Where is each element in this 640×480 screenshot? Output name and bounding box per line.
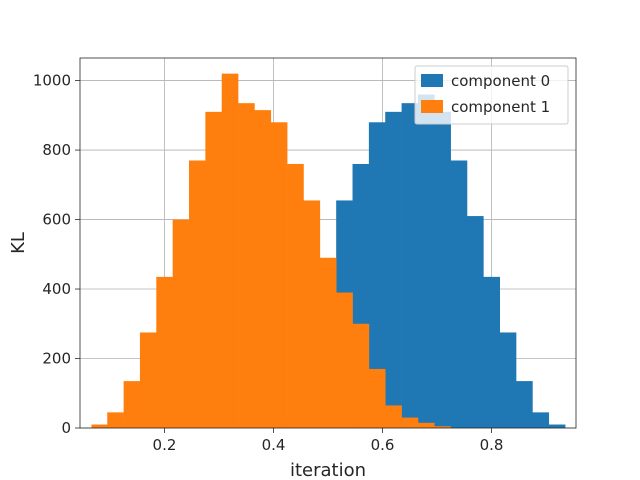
legend-box [414, 65, 569, 125]
bar-component-1 [319, 257, 337, 428]
bar-component-1 [254, 110, 272, 429]
bar-component-0 [401, 103, 419, 429]
x-tick-label: 0.2 [153, 436, 177, 454]
x-tick-label: 0.6 [371, 436, 395, 454]
legend-swatch-component-1 [421, 100, 443, 113]
bar-component-1 [91, 424, 108, 428]
legend-label-component-1: component 1 [451, 98, 550, 116]
bar-component-1 [303, 200, 321, 428]
x-axis-label: iteration [290, 460, 366, 480]
y-tick-label: 200 [42, 350, 71, 368]
bar-component-1 [352, 323, 370, 428]
bar-component-1 [172, 219, 190, 428]
y-tick-label: 800 [42, 141, 71, 159]
bar-component-1 [107, 412, 124, 428]
bar-component-0 [499, 332, 517, 428]
legend: component 0 component 1 [414, 65, 569, 125]
bar-component-1 [385, 405, 402, 428]
bar-component-1 [401, 417, 419, 428]
bar-component-0 [417, 94, 435, 428]
bar-component-1 [205, 111, 223, 428]
bar-component-1 [368, 368, 386, 428]
bar-component-0 [516, 381, 533, 428]
histogram-bars [91, 73, 566, 429]
bar-component-0 [368, 122, 386, 428]
bar-component-0 [434, 111, 451, 428]
bar-component-1 [336, 292, 353, 428]
bar-component-0 [466, 216, 484, 428]
legend-swatch-component-0 [421, 74, 443, 87]
bar-component-1 [156, 276, 173, 428]
x-tick-label: 0.8 [480, 436, 504, 454]
y-tick-label: 0 [61, 419, 71, 437]
y-tick-label: 400 [42, 280, 71, 298]
bar-component-1 [189, 160, 206, 428]
bar-component-1 [139, 332, 157, 428]
y-axis-label: KL [8, 232, 29, 254]
bar-component-1 [221, 73, 239, 429]
bar-component-0 [532, 412, 550, 428]
bar-component-1 [270, 122, 288, 428]
bar-component-0 [385, 111, 402, 428]
x-tick-label: 0.4 [262, 436, 286, 454]
y-tick-label: 600 [42, 211, 71, 229]
bar-component-0 [450, 160, 468, 428]
bar-component-1 [417, 422, 435, 428]
plot-frame [79, 57, 577, 429]
bar-component-0 [483, 276, 500, 428]
axis-ticks: 0.2 0.4 0.6 0.8 0 200 400 600 800 1000 [33, 72, 504, 454]
bar-component-1 [434, 426, 451, 428]
y-tick-label: 1000 [33, 72, 71, 90]
legend-label-component-0: component 0 [451, 72, 550, 90]
bar-component-1 [238, 103, 255, 429]
bar-component-1 [123, 381, 141, 428]
bar-component-1 [287, 163, 304, 428]
bar-component-0 [548, 424, 566, 428]
